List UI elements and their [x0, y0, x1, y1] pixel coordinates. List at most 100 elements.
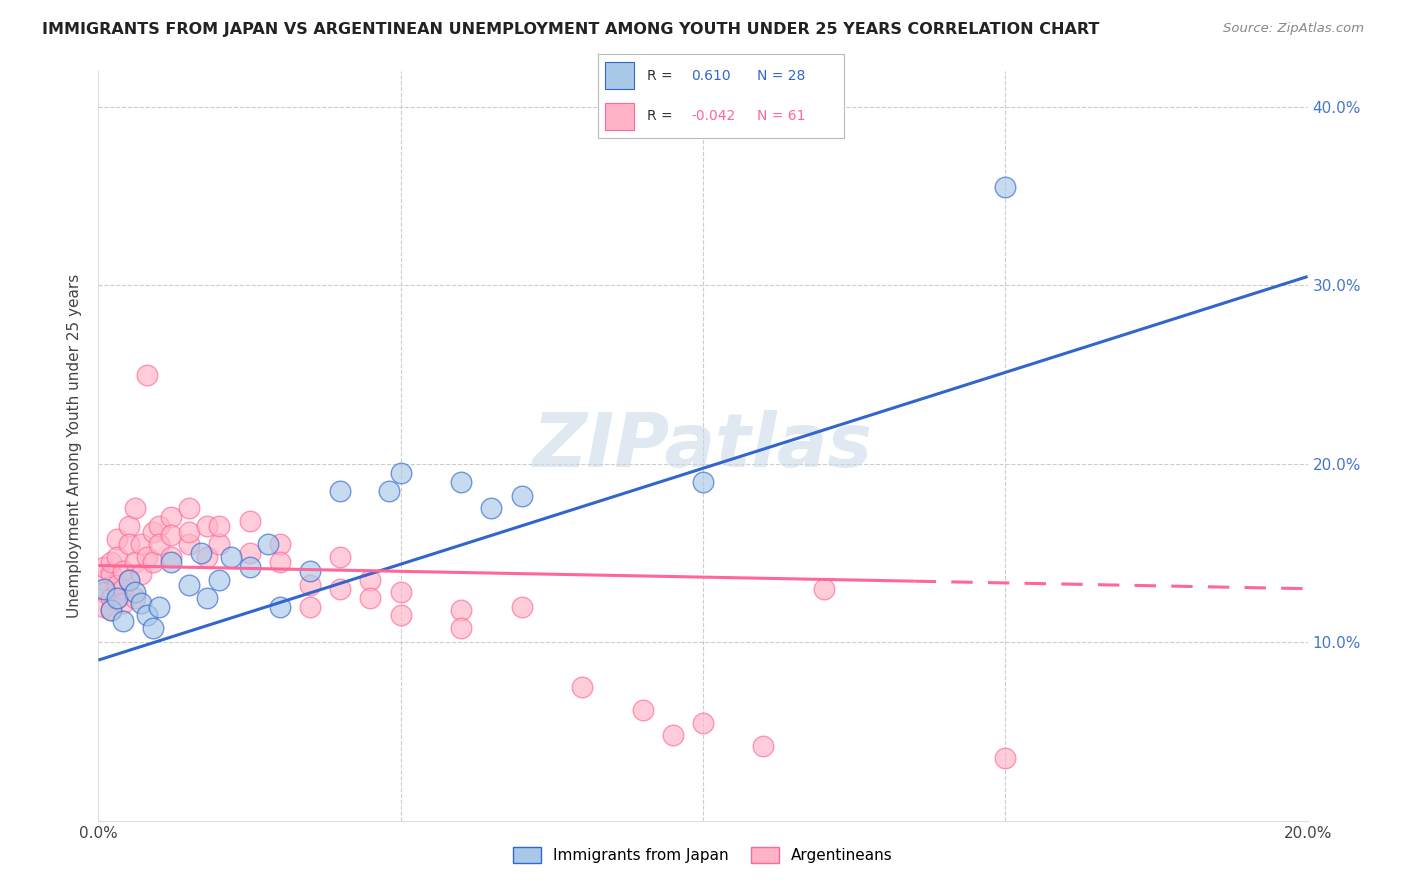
Point	[208, 519, 231, 533]
Point	[631, 703, 654, 717]
Point	[142, 621, 165, 635]
Text: N = 61: N = 61	[758, 109, 806, 123]
Text: R =: R =	[647, 109, 676, 123]
Point	[389, 585, 412, 599]
Point	[124, 501, 146, 516]
Point	[135, 608, 157, 623]
Point	[389, 466, 412, 480]
Point	[118, 573, 141, 587]
Point	[148, 519, 170, 533]
Point	[481, 501, 503, 516]
Point	[93, 585, 115, 599]
Point	[111, 582, 134, 596]
Point	[752, 739, 775, 753]
Point	[100, 567, 122, 582]
Point	[329, 549, 352, 564]
Point	[129, 567, 152, 582]
Text: R =: R =	[647, 69, 676, 83]
Point	[160, 549, 183, 564]
Point	[239, 514, 262, 528]
Point	[994, 180, 1017, 194]
Point	[389, 608, 412, 623]
Point	[135, 549, 157, 564]
Point	[93, 582, 115, 596]
Point	[269, 599, 291, 614]
Point	[135, 368, 157, 382]
Point	[111, 564, 134, 578]
Point	[360, 591, 382, 605]
Point	[195, 591, 218, 605]
Point	[100, 603, 122, 617]
Point	[105, 532, 128, 546]
Point	[179, 578, 201, 592]
Point	[179, 501, 201, 516]
Point	[129, 596, 152, 610]
Point	[160, 528, 183, 542]
Point	[450, 621, 472, 635]
Point	[160, 510, 183, 524]
Point	[692, 475, 714, 489]
Point	[299, 564, 322, 578]
Point	[111, 614, 134, 628]
Text: Source: ZipAtlas.com: Source: ZipAtlas.com	[1223, 22, 1364, 36]
Point	[100, 555, 122, 569]
Point	[124, 585, 146, 599]
Point	[994, 751, 1017, 765]
Point	[195, 519, 218, 533]
Point	[124, 591, 146, 605]
Point	[813, 582, 835, 596]
Point	[692, 715, 714, 730]
Point	[329, 483, 352, 498]
Point	[105, 549, 128, 564]
Point	[142, 555, 165, 569]
Point	[360, 573, 382, 587]
Point	[510, 489, 533, 503]
Text: N = 28: N = 28	[758, 69, 806, 83]
Point	[377, 483, 399, 498]
Y-axis label: Unemployment Among Youth under 25 years: Unemployment Among Youth under 25 years	[67, 274, 83, 618]
Point	[129, 537, 152, 551]
Point	[142, 524, 165, 539]
Legend: Immigrants from Japan, Argentineans: Immigrants from Japan, Argentineans	[508, 841, 898, 869]
Point	[93, 573, 115, 587]
Point	[329, 582, 352, 596]
Text: 0.610: 0.610	[692, 69, 731, 83]
Point	[100, 603, 122, 617]
Point	[571, 680, 593, 694]
Point	[208, 537, 231, 551]
Point	[124, 555, 146, 569]
Point	[661, 728, 683, 742]
Point	[510, 599, 533, 614]
Point	[118, 519, 141, 533]
Point	[299, 599, 322, 614]
Point	[179, 537, 201, 551]
Point	[93, 599, 115, 614]
Point	[190, 546, 212, 560]
Text: ZIPatlas: ZIPatlas	[533, 409, 873, 483]
Point	[100, 591, 122, 605]
Point	[105, 591, 128, 605]
Bar	[605, 103, 634, 130]
Point	[179, 524, 201, 539]
Point	[118, 537, 141, 551]
Point	[195, 549, 218, 564]
Point	[450, 603, 472, 617]
Point	[148, 537, 170, 551]
Point	[208, 573, 231, 587]
Point	[105, 591, 128, 605]
Point	[239, 560, 262, 574]
Point	[93, 560, 115, 574]
Point	[221, 549, 243, 564]
Point	[148, 599, 170, 614]
Point	[269, 555, 291, 569]
Text: -0.042: -0.042	[692, 109, 735, 123]
Point	[269, 537, 291, 551]
Point	[256, 537, 278, 551]
Point	[239, 546, 262, 560]
Text: IMMIGRANTS FROM JAPAN VS ARGENTINEAN UNEMPLOYMENT AMONG YOUTH UNDER 25 YEARS COR: IMMIGRANTS FROM JAPAN VS ARGENTINEAN UNE…	[42, 22, 1099, 37]
Point	[160, 555, 183, 569]
Point	[105, 578, 128, 592]
Point	[450, 475, 472, 489]
Point	[299, 578, 322, 592]
Bar	[605, 62, 634, 89]
